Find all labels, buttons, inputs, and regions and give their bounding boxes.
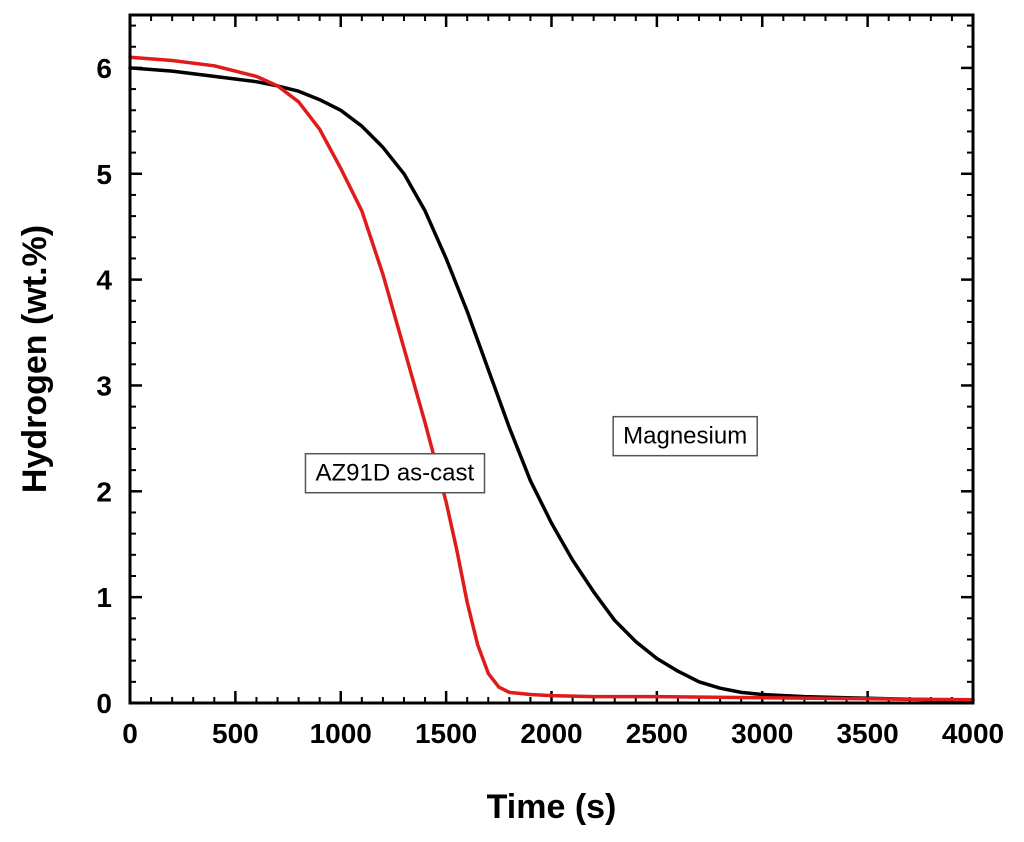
x-tick-label: 3500 (836, 718, 898, 749)
x-tick-label: 2500 (626, 718, 688, 749)
y-tick-label: 6 (96, 53, 112, 84)
series-line-az91d-as-cast (128, 55, 975, 702)
annotation-magnesium: Magnesium (612, 415, 758, 457)
x-tick-label: 1000 (310, 718, 372, 749)
y-tick-label: 0 (96, 688, 112, 719)
x-tick-label: 0 (122, 718, 138, 749)
y-tick-label: 4 (96, 265, 112, 296)
annotation-az91d-as-cast: AZ91D as-cast (304, 452, 486, 494)
x-tick-label: 3000 (731, 718, 793, 749)
annotation-label: AZ91D as-cast (315, 460, 474, 487)
y-tick-label: 3 (96, 370, 112, 401)
x-axis-title: Time (s) (487, 788, 617, 826)
y-axis-title: Hydrogen (wt.%) (16, 225, 54, 493)
x-tick-label: 1500 (415, 718, 477, 749)
annotation-box (304, 452, 486, 494)
plot-frame (128, 13, 975, 705)
x-tick-label: 2000 (520, 718, 582, 749)
series-layer (128, 55, 975, 702)
y-tick-label: 2 (96, 476, 112, 507)
x-tick-label: 500 (212, 718, 259, 749)
y-tick-label: 1 (96, 582, 112, 613)
annotation-box (612, 415, 758, 457)
series-line-magnesium (128, 66, 975, 702)
annotation-label: Magnesium (623, 423, 747, 450)
y-tick-label: 5 (96, 159, 112, 190)
annotations-layer: Magnesium AZ91D as-cast (304, 415, 758, 494)
x-tick-label: 4000 (942, 718, 1004, 749)
